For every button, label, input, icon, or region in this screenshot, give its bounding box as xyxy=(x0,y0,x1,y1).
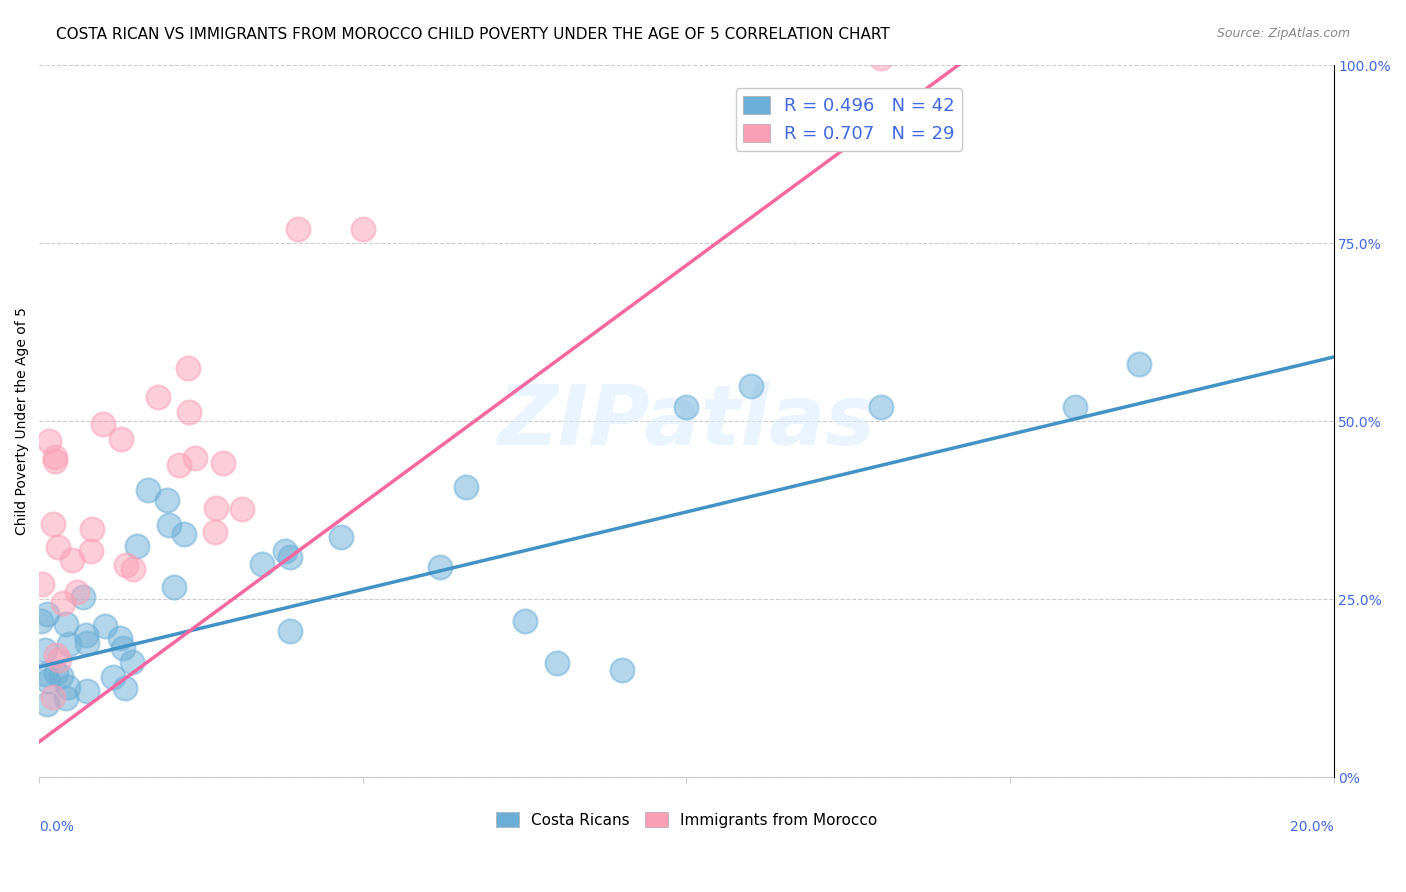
Point xyxy=(127,539,149,553)
Point xyxy=(35,607,58,621)
Point xyxy=(110,432,132,446)
Point xyxy=(278,624,301,638)
Point xyxy=(45,648,67,662)
Point xyxy=(55,617,77,632)
Point xyxy=(138,483,160,498)
Point xyxy=(429,559,451,574)
Point xyxy=(148,390,170,404)
Point xyxy=(42,516,65,531)
Point xyxy=(58,637,80,651)
Point xyxy=(157,518,180,533)
Point xyxy=(163,581,186,595)
Point xyxy=(869,400,891,414)
Point xyxy=(274,544,297,558)
Point xyxy=(212,456,235,470)
Point xyxy=(66,585,89,599)
Point xyxy=(30,614,52,628)
Text: 0.0%: 0.0% xyxy=(39,820,75,834)
Point xyxy=(93,417,115,431)
Point xyxy=(31,577,53,591)
Point xyxy=(456,479,478,493)
Point xyxy=(287,222,309,236)
Y-axis label: Child Poverty Under the Age of 5: Child Poverty Under the Age of 5 xyxy=(15,307,30,535)
Point xyxy=(352,222,374,236)
Point xyxy=(101,670,124,684)
Point xyxy=(156,492,179,507)
Point xyxy=(108,632,131,646)
Text: Source: ZipAtlas.com: Source: ZipAtlas.com xyxy=(1216,27,1350,40)
Point xyxy=(167,458,190,472)
Point xyxy=(48,653,70,667)
Point xyxy=(278,549,301,564)
Point xyxy=(52,596,75,610)
Point xyxy=(869,51,891,65)
Point xyxy=(76,684,98,698)
Point xyxy=(58,681,80,695)
Point xyxy=(546,657,568,671)
Legend: Costa Ricans, Immigrants from Morocco: Costa Ricans, Immigrants from Morocco xyxy=(489,805,883,834)
Point xyxy=(183,450,205,465)
Text: ZIPatlas: ZIPatlas xyxy=(498,381,876,462)
Point xyxy=(80,544,103,558)
Point xyxy=(46,540,69,554)
Point xyxy=(51,669,73,683)
Point xyxy=(115,558,138,573)
Point xyxy=(94,619,117,633)
Point xyxy=(38,434,60,448)
Point xyxy=(177,404,200,418)
Point xyxy=(45,665,67,680)
Point xyxy=(34,642,56,657)
Point xyxy=(204,524,226,539)
Point xyxy=(205,500,228,515)
Point xyxy=(173,527,195,541)
Point xyxy=(75,628,97,642)
Point xyxy=(41,690,63,705)
Point xyxy=(82,522,104,536)
Point xyxy=(55,691,77,706)
Text: 20.0%: 20.0% xyxy=(1289,820,1333,834)
Point xyxy=(114,681,136,695)
Point xyxy=(37,673,59,688)
Point xyxy=(610,664,633,678)
Point xyxy=(231,502,253,516)
Point xyxy=(34,667,56,681)
Point xyxy=(513,614,536,628)
Point xyxy=(740,378,762,392)
Point xyxy=(37,698,59,712)
Point xyxy=(121,656,143,670)
Point xyxy=(250,558,273,572)
Point xyxy=(122,562,145,576)
Point xyxy=(72,590,94,604)
Point xyxy=(44,450,66,465)
Point xyxy=(112,641,135,656)
Point xyxy=(44,454,66,468)
Point xyxy=(1128,357,1150,371)
Point xyxy=(329,530,352,544)
Text: COSTA RICAN VS IMMIGRANTS FROM MOROCCO CHILD POVERTY UNDER THE AGE OF 5 CORRELAT: COSTA RICAN VS IMMIGRANTS FROM MOROCCO C… xyxy=(56,27,890,42)
Point xyxy=(1063,400,1085,414)
Point xyxy=(177,360,200,375)
Point xyxy=(60,553,83,567)
Point xyxy=(76,636,98,650)
Point xyxy=(675,400,697,414)
